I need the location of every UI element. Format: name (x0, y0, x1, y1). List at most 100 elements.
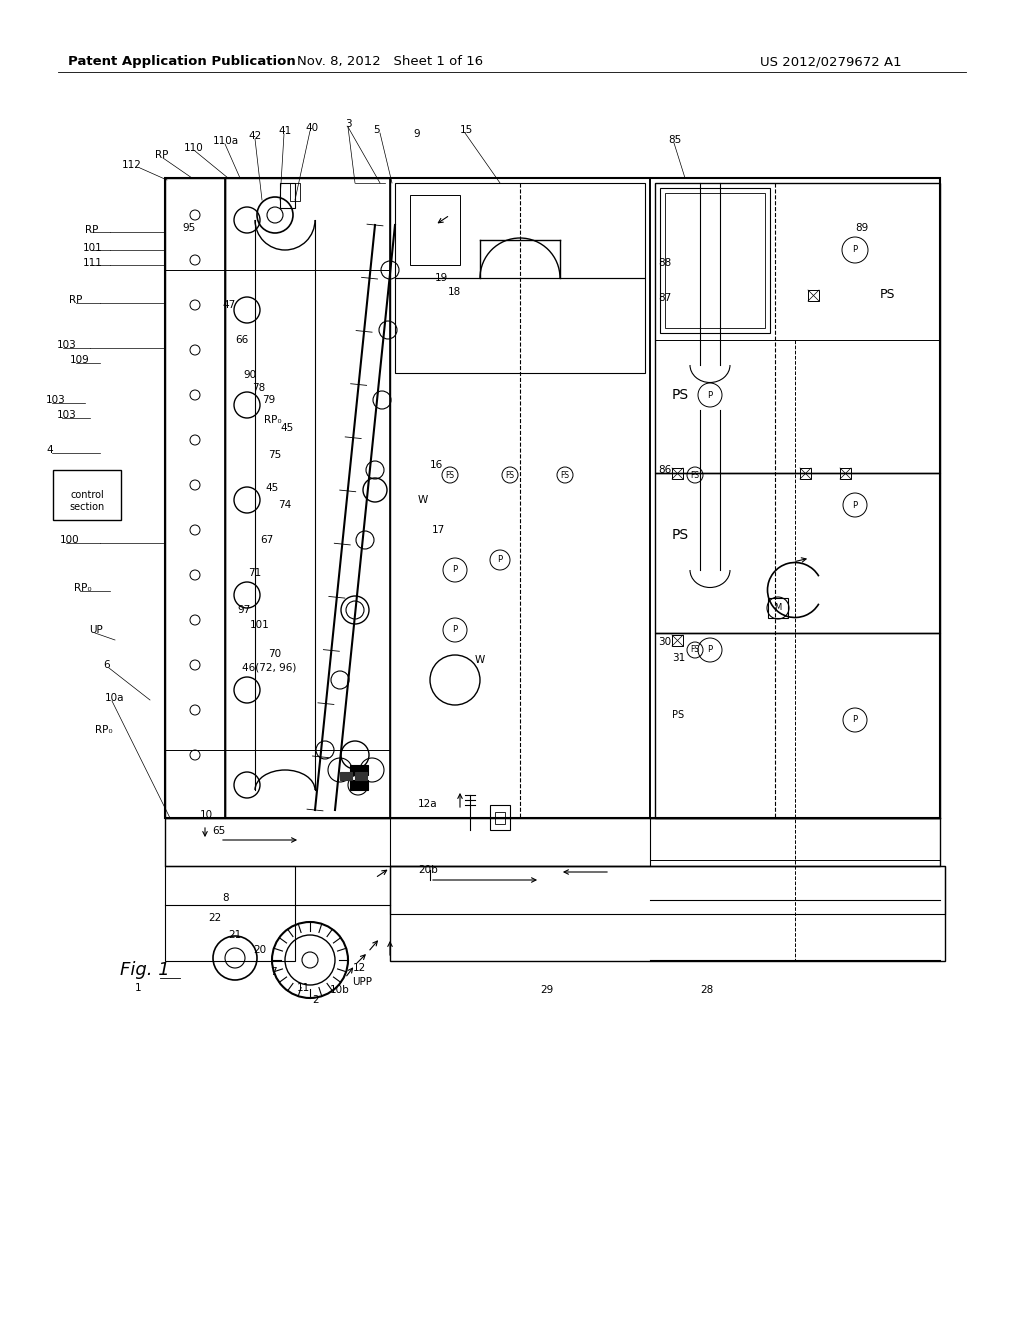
Bar (395, 183, 645, 279)
Bar (660, 187, 770, 333)
Text: 7: 7 (270, 968, 276, 977)
Text: 10: 10 (200, 810, 213, 820)
Bar (665, 193, 765, 327)
Text: P: P (708, 645, 713, 655)
Text: control: control (70, 490, 103, 500)
Bar (655, 473, 940, 634)
Bar (495, 812, 505, 824)
Text: 15: 15 (460, 125, 473, 135)
Text: 109: 109 (70, 355, 90, 366)
Text: 20b: 20b (418, 865, 437, 875)
Text: PS: PS (672, 528, 689, 543)
Bar (340, 772, 352, 780)
Text: FS: FS (560, 470, 569, 479)
Text: RP₀: RP₀ (74, 583, 91, 593)
Bar (390, 818, 650, 866)
Text: FS: FS (506, 470, 514, 479)
Text: 6: 6 (103, 660, 110, 671)
Text: 10b: 10b (330, 985, 350, 995)
Text: 2: 2 (312, 995, 318, 1005)
Bar (280, 183, 295, 209)
Text: FS: FS (445, 470, 455, 479)
Text: 31: 31 (672, 653, 685, 663)
Text: 3: 3 (345, 119, 351, 129)
Bar (355, 772, 367, 780)
Text: 71: 71 (248, 568, 261, 578)
Text: 22: 22 (208, 913, 221, 923)
Bar (225, 178, 390, 818)
Bar (290, 183, 300, 201)
Text: 103: 103 (46, 395, 66, 405)
Bar (800, 469, 811, 479)
Text: 103: 103 (57, 411, 77, 420)
Text: 18: 18 (449, 286, 461, 297)
Text: 16: 16 (430, 459, 443, 470)
Bar (672, 635, 683, 645)
Bar (53, 470, 121, 520)
Bar (390, 178, 650, 818)
Text: 4: 4 (46, 445, 52, 455)
Text: 66: 66 (234, 335, 248, 345)
Text: 85: 85 (668, 135, 681, 145)
Bar (390, 866, 945, 961)
Bar (165, 178, 225, 818)
Text: 5: 5 (373, 125, 380, 135)
Text: US 2012/0279672 A1: US 2012/0279672 A1 (760, 55, 901, 69)
Text: Patent Application Publication: Patent Application Publication (68, 55, 296, 69)
Text: Fig. 1: Fig. 1 (120, 961, 170, 979)
Text: FS: FS (690, 645, 699, 655)
Text: 89: 89 (855, 223, 868, 234)
Text: 70: 70 (268, 649, 282, 659)
Text: 8: 8 (222, 894, 228, 903)
Text: UPP: UPP (352, 977, 372, 987)
Text: 20: 20 (253, 945, 266, 954)
Text: 12: 12 (353, 964, 367, 973)
Text: M: M (774, 603, 781, 612)
Bar (672, 469, 683, 479)
Text: RP: RP (69, 294, 82, 305)
Text: RP: RP (155, 150, 168, 160)
Text: 65: 65 (212, 826, 225, 836)
Text: PS: PS (880, 289, 896, 301)
Bar (410, 195, 460, 265)
Text: 47: 47 (222, 300, 236, 310)
Text: 11: 11 (297, 983, 310, 993)
Text: RP: RP (85, 224, 98, 235)
Text: Nov. 8, 2012   Sheet 1 of 16: Nov. 8, 2012 Sheet 1 of 16 (297, 55, 483, 69)
Text: 101: 101 (83, 243, 102, 253)
Text: 75: 75 (268, 450, 282, 459)
Text: 21: 21 (228, 931, 242, 940)
Text: P: P (852, 500, 857, 510)
Text: 67: 67 (260, 535, 273, 545)
Text: P: P (852, 246, 857, 255)
Text: 110: 110 (184, 143, 204, 153)
Text: P: P (453, 565, 458, 574)
Text: P: P (852, 715, 857, 725)
Bar (655, 634, 940, 818)
Text: PS: PS (672, 388, 689, 403)
Text: UP: UP (89, 624, 102, 635)
Text: PS: PS (672, 710, 684, 719)
Text: 10a: 10a (105, 693, 125, 704)
Text: 1: 1 (135, 983, 141, 993)
Text: P: P (708, 391, 713, 400)
Text: 46(72, 96): 46(72, 96) (242, 663, 296, 673)
Text: 100: 100 (60, 535, 80, 545)
Text: 40: 40 (305, 123, 318, 133)
Text: W: W (418, 495, 428, 506)
Bar (808, 290, 819, 301)
Bar (390, 866, 945, 913)
Text: 45: 45 (280, 422, 293, 433)
Text: 95: 95 (182, 223, 196, 234)
Text: 79: 79 (262, 395, 275, 405)
Bar (350, 766, 368, 775)
Text: 45: 45 (265, 483, 279, 492)
Bar (490, 805, 510, 830)
Text: 30: 30 (658, 638, 671, 647)
Text: 111: 111 (83, 257, 102, 268)
Text: 86: 86 (658, 465, 672, 475)
Text: 110a: 110a (213, 136, 240, 147)
Text: 74: 74 (278, 500, 291, 510)
Text: 112: 112 (122, 160, 142, 170)
Bar (165, 866, 295, 961)
